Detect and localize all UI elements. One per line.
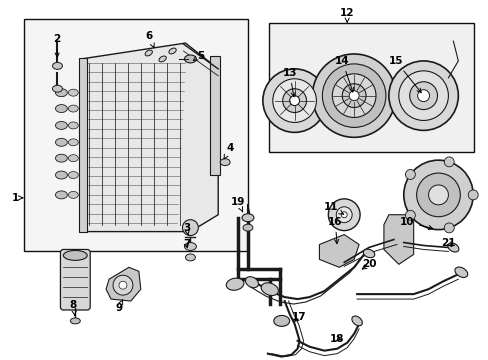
Ellipse shape: [68, 155, 78, 162]
Circle shape: [409, 82, 437, 109]
Ellipse shape: [55, 89, 67, 96]
Text: 13: 13: [282, 68, 296, 97]
Polygon shape: [106, 267, 141, 301]
Ellipse shape: [55, 191, 67, 199]
Ellipse shape: [363, 249, 374, 258]
Text: 16: 16: [327, 217, 342, 244]
Text: 5: 5: [193, 51, 203, 61]
Bar: [79, 58, 87, 231]
Ellipse shape: [68, 172, 78, 179]
Ellipse shape: [70, 318, 80, 324]
Polygon shape: [268, 23, 473, 152]
Circle shape: [405, 170, 414, 179]
Ellipse shape: [52, 85, 62, 92]
Ellipse shape: [243, 224, 252, 231]
Text: 4: 4: [224, 143, 233, 159]
Ellipse shape: [68, 122, 78, 129]
Ellipse shape: [145, 50, 152, 56]
Ellipse shape: [52, 62, 62, 69]
Ellipse shape: [168, 48, 176, 54]
Ellipse shape: [68, 89, 78, 96]
Circle shape: [263, 69, 325, 132]
Circle shape: [332, 74, 375, 117]
Text: 20: 20: [361, 259, 375, 269]
Polygon shape: [383, 215, 413, 264]
Circle shape: [272, 79, 316, 122]
Ellipse shape: [454, 267, 467, 278]
Circle shape: [119, 281, 127, 289]
Text: 17: 17: [292, 312, 306, 322]
Ellipse shape: [68, 139, 78, 146]
Circle shape: [322, 64, 385, 127]
Circle shape: [348, 91, 358, 100]
Ellipse shape: [55, 105, 67, 113]
Circle shape: [312, 54, 395, 137]
Circle shape: [427, 185, 447, 205]
Text: 9: 9: [115, 300, 122, 313]
Ellipse shape: [159, 56, 166, 62]
Text: 8: 8: [70, 300, 77, 316]
Circle shape: [468, 190, 477, 200]
Text: 10: 10: [399, 217, 432, 230]
Ellipse shape: [261, 283, 278, 296]
Text: 11: 11: [324, 202, 343, 215]
Circle shape: [444, 223, 453, 233]
Circle shape: [282, 89, 306, 113]
Ellipse shape: [55, 138, 67, 146]
Circle shape: [342, 84, 366, 108]
Bar: [210, 56, 220, 175]
Circle shape: [398, 71, 447, 121]
Ellipse shape: [226, 278, 244, 290]
Circle shape: [327, 199, 359, 231]
Circle shape: [289, 96, 299, 105]
Ellipse shape: [55, 121, 67, 129]
Circle shape: [182, 220, 198, 235]
Text: 1: 1: [12, 193, 22, 203]
Circle shape: [341, 212, 346, 218]
Ellipse shape: [184, 55, 196, 63]
Ellipse shape: [68, 192, 78, 198]
Text: 19: 19: [230, 197, 245, 212]
Ellipse shape: [220, 159, 230, 166]
Text: 21: 21: [440, 238, 455, 248]
Text: 12: 12: [339, 8, 354, 22]
Ellipse shape: [447, 243, 458, 252]
Ellipse shape: [242, 214, 253, 222]
Ellipse shape: [273, 315, 289, 327]
Circle shape: [388, 61, 457, 130]
Text: 14: 14: [334, 56, 353, 92]
Text: 2: 2: [53, 34, 60, 57]
Ellipse shape: [185, 254, 195, 261]
Text: 6: 6: [145, 31, 154, 48]
Circle shape: [416, 173, 459, 217]
Ellipse shape: [245, 277, 258, 288]
FancyBboxPatch shape: [61, 249, 90, 310]
Polygon shape: [319, 235, 358, 267]
Ellipse shape: [55, 154, 67, 162]
Circle shape: [444, 157, 453, 167]
Circle shape: [405, 210, 414, 220]
Ellipse shape: [184, 243, 196, 251]
Ellipse shape: [55, 171, 67, 179]
Ellipse shape: [351, 316, 362, 326]
Text: 7: 7: [183, 239, 190, 249]
Text: 3: 3: [183, 222, 190, 235]
Text: 18: 18: [329, 334, 344, 344]
Ellipse shape: [63, 251, 87, 260]
Bar: [24, 19, 247, 251]
Text: 15: 15: [388, 56, 420, 93]
Circle shape: [113, 275, 133, 295]
Circle shape: [403, 160, 472, 230]
Polygon shape: [81, 43, 218, 231]
Circle shape: [417, 90, 428, 102]
Ellipse shape: [68, 105, 78, 112]
Circle shape: [336, 207, 351, 223]
